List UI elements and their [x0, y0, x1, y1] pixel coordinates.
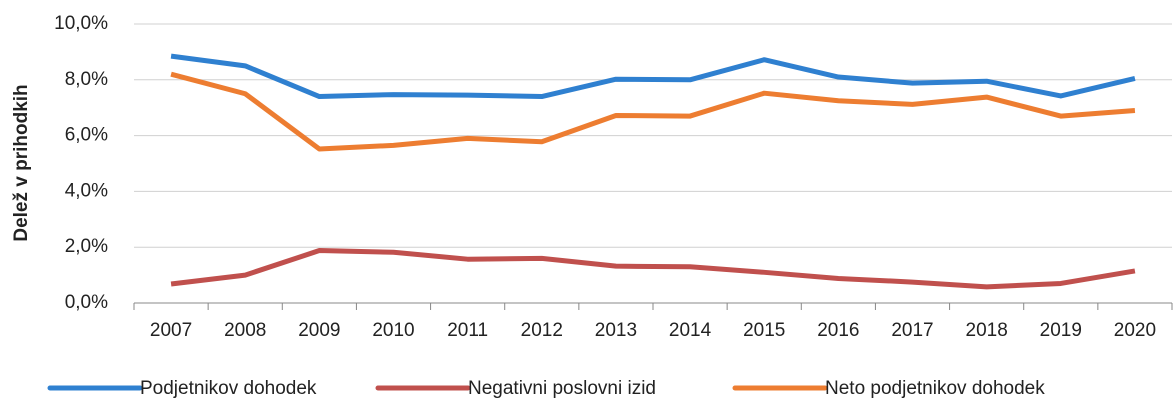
y-tick-label: 6,0% [65, 125, 108, 146]
y-tick-label: 0,0% [65, 292, 108, 313]
series-line [170, 71, 1136, 152]
series-line [170, 53, 1136, 100]
x-tick-label: 2009 [298, 320, 340, 341]
x-tick-label: 2013 [595, 320, 637, 341]
x-tick-label: 2008 [224, 320, 266, 341]
legend-label: Neto podjetnikov dohodek [825, 378, 1045, 399]
x-tick-label: 2018 [966, 320, 1008, 341]
x-tick-label: 2019 [1040, 320, 1082, 341]
x-tick-label: 2011 [447, 320, 488, 341]
legend-label: Podjetnikov dohodek [140, 378, 317, 399]
y-axis-label: Delež v prihodkih [11, 84, 32, 241]
x-tick-label: 2007 [150, 320, 192, 341]
y-tick-label: 4,0% [65, 180, 108, 201]
legend-label: Negativni poslovni izid [468, 378, 656, 399]
x-tick-label: 2012 [521, 320, 563, 341]
x-tick-label: 2017 [891, 320, 933, 341]
x-tick-label: 2020 [1114, 320, 1156, 341]
x-tick-label: 2016 [817, 320, 859, 341]
y-tick-label: 2,0% [65, 236, 108, 257]
x-tick-label: 2014 [669, 320, 712, 341]
x-tick-label: 2010 [372, 320, 414, 341]
y-tick-label: 10,0% [54, 13, 108, 34]
y-tick-label: 8,0% [65, 69, 108, 90]
x-tick-label: 2015 [743, 320, 785, 341]
series-line [170, 248, 1136, 290]
